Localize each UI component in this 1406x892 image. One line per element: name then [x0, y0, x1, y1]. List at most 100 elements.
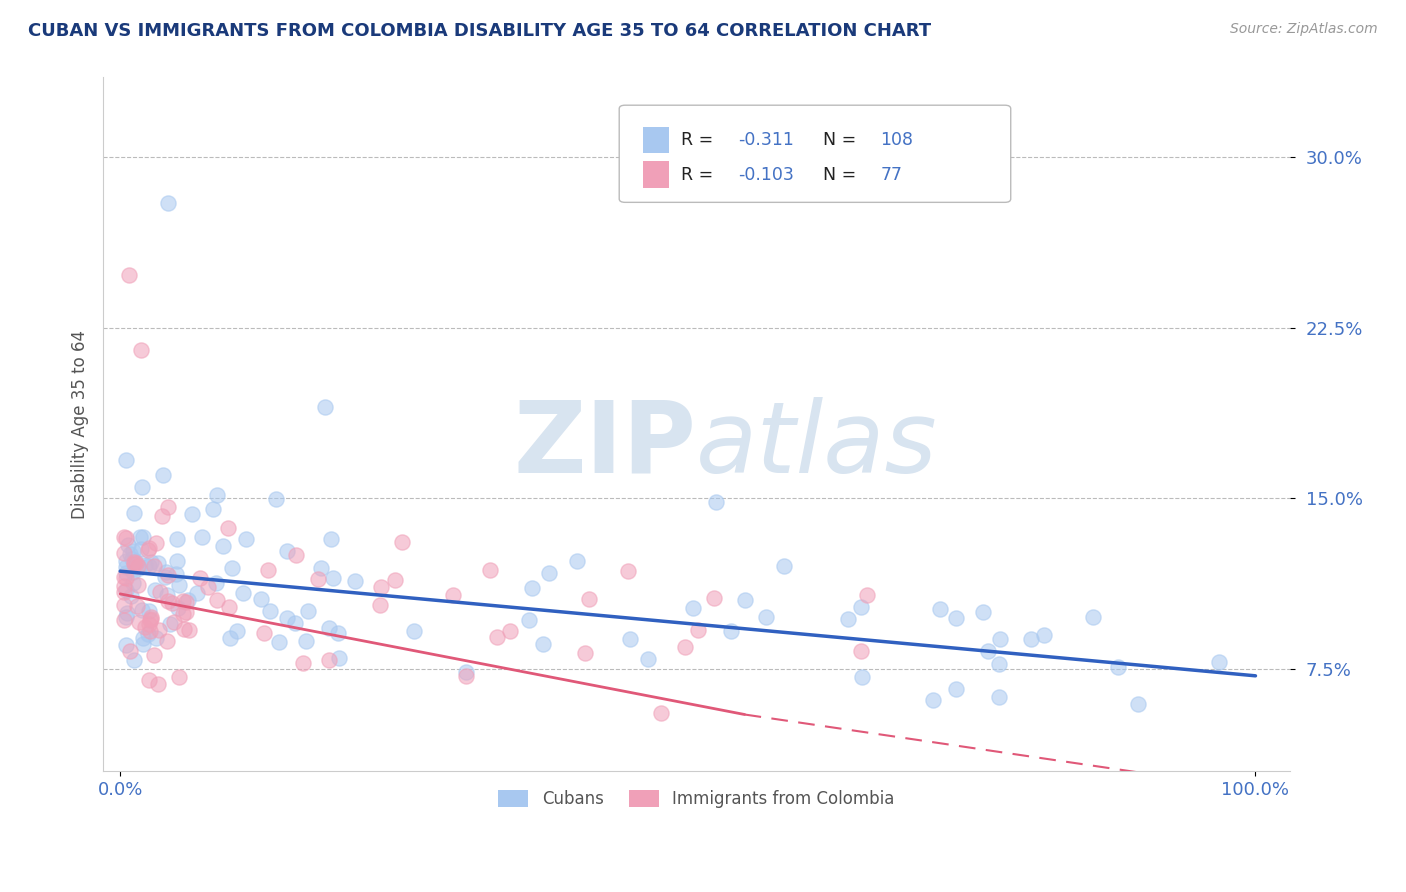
Point	[121, 551, 143, 566]
Point	[122, 653, 145, 667]
Point	[115, 554, 138, 568]
Point	[160, 596, 183, 610]
Point	[226, 624, 249, 638]
Point	[297, 604, 319, 618]
Point	[704, 495, 727, 509]
Point	[132, 637, 155, 651]
Point	[163, 615, 186, 630]
Point	[129, 343, 152, 358]
Point	[132, 530, 155, 544]
Point	[131, 602, 153, 616]
Point	[174, 594, 197, 608]
Point	[128, 561, 150, 575]
Point	[650, 706, 672, 721]
Point	[443, 588, 465, 602]
Legend: Cubans, Immigrants from Colombia: Cubans, Immigrants from Colombia	[492, 783, 901, 815]
Point	[988, 690, 1011, 704]
Point	[138, 604, 160, 618]
Point	[177, 593, 200, 607]
Text: R =: R =	[681, 131, 718, 149]
Point	[129, 542, 152, 557]
Point	[122, 506, 145, 520]
Point	[1208, 655, 1230, 669]
Point	[202, 502, 225, 516]
Text: Source: ZipAtlas.com: Source: ZipAtlas.com	[1230, 22, 1378, 37]
Point	[318, 621, 340, 635]
Point	[118, 547, 141, 561]
Point	[754, 610, 776, 624]
Point	[136, 542, 159, 557]
Point	[538, 566, 561, 581]
Point	[232, 585, 254, 599]
Point	[837, 612, 859, 626]
Point	[682, 601, 704, 615]
Point	[186, 586, 208, 600]
Point	[773, 559, 796, 574]
Point	[945, 611, 967, 625]
Point	[149, 585, 172, 599]
FancyBboxPatch shape	[643, 127, 669, 153]
Point	[276, 610, 298, 624]
Text: N =: N =	[824, 166, 862, 184]
Point	[259, 604, 281, 618]
Point	[115, 606, 138, 620]
Point	[945, 681, 967, 696]
Point	[127, 578, 149, 592]
Point	[205, 576, 228, 591]
Point	[134, 620, 156, 634]
Point	[139, 555, 162, 569]
Point	[138, 673, 160, 687]
Point	[343, 574, 366, 589]
Point	[125, 599, 148, 613]
Point	[136, 627, 159, 641]
Point	[454, 665, 477, 679]
Point	[172, 594, 194, 608]
Point	[150, 509, 173, 524]
Point	[264, 492, 287, 507]
Point	[138, 616, 160, 631]
Point	[129, 530, 152, 544]
Point	[318, 653, 340, 667]
Point	[167, 670, 190, 684]
Point	[253, 626, 276, 640]
Point	[292, 656, 315, 670]
Point	[295, 634, 318, 648]
Point	[217, 521, 239, 535]
Point	[155, 566, 177, 580]
Point	[269, 635, 291, 649]
Point	[307, 572, 329, 586]
Point	[314, 401, 336, 415]
Point	[112, 570, 135, 584]
Point	[616, 564, 638, 578]
Point	[115, 531, 138, 545]
Text: atlas: atlas	[696, 397, 938, 494]
Text: R =: R =	[681, 166, 718, 184]
Point	[138, 558, 160, 573]
Point	[370, 580, 392, 594]
Point	[686, 623, 709, 637]
Point	[143, 559, 166, 574]
Point	[156, 195, 179, 210]
Point	[1081, 610, 1104, 624]
Point	[928, 602, 950, 616]
Point	[177, 623, 200, 637]
Point	[117, 538, 139, 552]
Point	[851, 643, 873, 657]
Point	[114, 452, 136, 467]
Point	[205, 488, 228, 502]
Point	[191, 530, 214, 544]
Text: N =: N =	[824, 131, 862, 149]
Point	[972, 605, 994, 619]
Text: ZIP: ZIP	[513, 397, 696, 494]
Point	[142, 648, 165, 663]
Point	[1019, 632, 1042, 647]
Point	[284, 615, 307, 630]
Point	[124, 556, 146, 570]
Point	[851, 670, 873, 684]
Point	[851, 599, 873, 614]
Point	[276, 543, 298, 558]
FancyBboxPatch shape	[643, 161, 669, 188]
Point	[134, 558, 156, 572]
Point	[207, 593, 229, 607]
Point	[174, 605, 197, 619]
